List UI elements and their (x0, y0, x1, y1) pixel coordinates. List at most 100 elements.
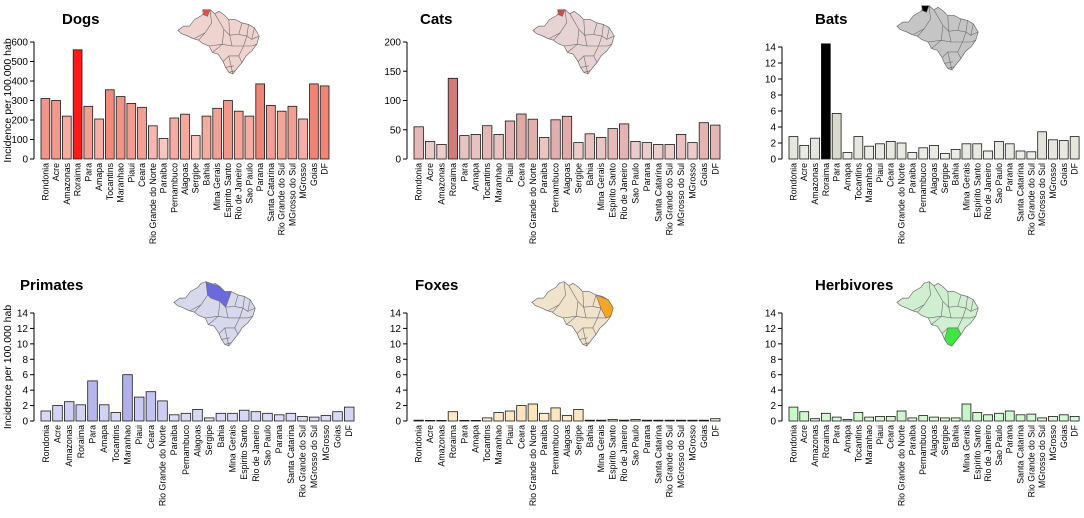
bar-df (710, 418, 721, 422)
state-border (247, 307, 256, 312)
category-label: Pernambuco (169, 163, 179, 213)
bar-goias (309, 83, 319, 160)
category-label: Rio de Janeiro (234, 163, 244, 220)
bar-bahia (201, 115, 212, 160)
category-label: Parana (642, 163, 652, 191)
bar-parana (1004, 143, 1015, 160)
y-tick-label: 14 (390, 309, 402, 320)
category-label: Amazonas (437, 162, 447, 204)
bar-roraima (447, 411, 459, 422)
category-label: Bahia (202, 163, 212, 186)
state-border (944, 61, 953, 64)
y-tick-label: 4 (395, 386, 401, 397)
bar-mgrosso-do-sul (287, 105, 298, 160)
category-label: Bahia (585, 425, 595, 448)
category-label: Sao Paulo (994, 163, 1004, 204)
y-tick-label: 4 (770, 123, 776, 134)
bar-santa-catarina (285, 412, 297, 422)
y-tick-label: 6 (770, 107, 776, 118)
category-label: Para (832, 425, 842, 444)
bar-ceara (885, 415, 896, 422)
category-label: Sergipe (204, 425, 214, 455)
state-border (238, 55, 243, 63)
bar-espirito-santo (607, 419, 618, 422)
category-label: Rio Grande do Norte (158, 425, 168, 506)
y-tick-label: 12 (390, 324, 402, 335)
category-label: Parana (255, 163, 265, 191)
bar-sergipe (573, 408, 584, 422)
panel-foxes: Foxes 0 2 4 6 8 10 12 14 Rondonia Acre Amazonas Rora… (390, 277, 721, 506)
y-tick-label: 0 (770, 155, 776, 166)
bar-mgrosso-do-sul (676, 133, 687, 160)
category-label: Espirito Santo (608, 163, 618, 218)
bar-acre (799, 411, 810, 422)
category-label: Para (459, 163, 469, 182)
bar-mina-gerais (961, 143, 972, 160)
state-border (947, 66, 955, 69)
category-label: DF (710, 162, 720, 174)
bar-espirito-santo (972, 412, 983, 422)
bar-acre (52, 405, 63, 422)
bar-roraima (72, 49, 83, 160)
category-label: Goias (333, 424, 343, 448)
y-tick-label: 10 (17, 339, 29, 350)
category-label: Santa Catarina (1016, 163, 1026, 222)
bar-ceara (516, 113, 527, 160)
category-label: Alagoas (562, 162, 572, 194)
bar-mina-gerais (212, 107, 223, 160)
category-label: Rio de Janeiro (983, 425, 993, 482)
state-border (221, 337, 230, 340)
y-tick-label: 2 (22, 401, 28, 412)
category-label: Amapa (843, 425, 853, 453)
highlighted-state (595, 294, 614, 319)
bar-acre (424, 140, 436, 160)
y-tick-label: 0 (395, 417, 401, 428)
category-label: Maranhao (494, 163, 504, 203)
y-tick-label: 200 (384, 38, 401, 49)
y-tick-label: 200 (11, 116, 28, 127)
category-label: Tocantins (105, 162, 115, 200)
bar-acre (424, 419, 436, 422)
category-label: Alagoas (929, 162, 939, 194)
bar-maranhao (122, 374, 133, 422)
bar-mgrosso-do-sul (1037, 417, 1047, 422)
category-label: Santa Catarina (286, 425, 296, 484)
highlighted-state (557, 9, 566, 17)
category-label: Bahia (951, 425, 961, 448)
category-label: DF (1070, 162, 1080, 174)
category-label: Mina Gerais (228, 424, 238, 472)
bar-roraima (447, 77, 459, 160)
state-border (251, 35, 260, 40)
category-label: Mina Gerais (961, 162, 971, 210)
category-label: Piaui (505, 163, 515, 183)
bar-alagoas (192, 408, 203, 422)
state-border (928, 285, 944, 319)
bar-mgrosso (687, 142, 698, 160)
category-label: Rio de Janeiro (251, 425, 261, 482)
category-label: Amazonas (62, 162, 72, 204)
bar-tocantins (110, 412, 122, 422)
state-border (222, 22, 243, 47)
bar-tocantins (105, 89, 115, 160)
category-label: Parana (642, 425, 652, 453)
category-label: Sergipe (573, 425, 583, 455)
bar-ceara (145, 391, 157, 422)
category-label: DF (320, 162, 330, 174)
category-label: Acre (51, 163, 61, 181)
bar-df (710, 124, 721, 160)
state-border (209, 13, 225, 47)
bar-maranhao (493, 412, 504, 422)
bar-mina-gerais (596, 136, 607, 160)
panel-title: Primates (20, 277, 83, 294)
state-border (917, 28, 925, 37)
bar-tocantins (482, 417, 493, 422)
bar-alagoas (929, 416, 939, 422)
category-label: Parana (274, 425, 284, 453)
bar-bahia (950, 148, 961, 160)
state-border (553, 32, 561, 41)
highlighted-state (202, 9, 211, 17)
state-border (580, 65, 589, 68)
state-border (548, 281, 566, 311)
bar-rondonia (788, 406, 799, 422)
category-label: Pernambuco (551, 425, 561, 475)
